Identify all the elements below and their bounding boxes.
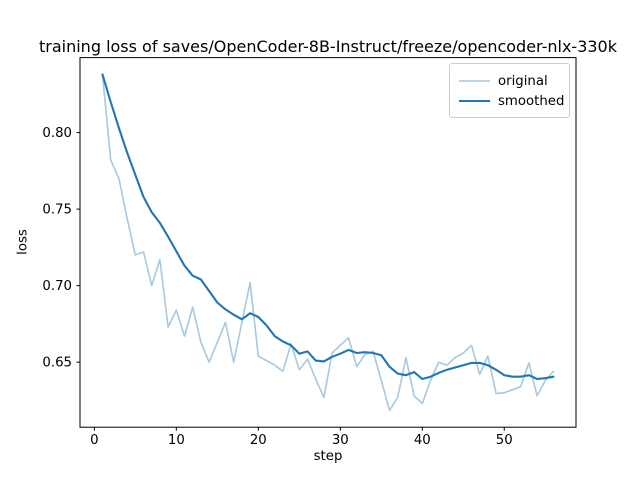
y-axis-label: loss — [15, 229, 31, 255]
x-tick-label: 40 — [414, 433, 431, 448]
x-tick-label: 50 — [496, 433, 513, 448]
x-tick-label: 30 — [332, 433, 349, 448]
legend-label-smoothed: smoothed — [498, 93, 565, 109]
axes-spines — [79, 57, 577, 428]
y-tick-label: 0.75 — [42, 203, 72, 218]
legend-label-original: original — [498, 73, 548, 89]
legend-line-smoothed-icon — [459, 99, 490, 103]
legend-item-smoothed: smoothed — [450, 91, 569, 111]
x-tick-label: 10 — [168, 433, 185, 448]
y-tick-label: 0.65 — [42, 356, 72, 371]
y-tick-label: 0.80 — [42, 126, 72, 141]
series-line-original — [101, 73, 555, 412]
x-tick-label: 0 — [90, 433, 98, 448]
legend: original smoothed — [449, 63, 570, 118]
y-tick-label: 0.70 — [42, 279, 72, 294]
x-tick-label: 20 — [250, 433, 267, 448]
legend-item-original: original — [450, 71, 569, 91]
series-line-smoothed — [101, 73, 555, 381]
x-axis-label: step — [313, 449, 343, 464]
legend-line-original-icon — [459, 80, 490, 82]
chart-title: training loss of saves/OpenCoder-8B-Inst… — [38, 37, 618, 56]
